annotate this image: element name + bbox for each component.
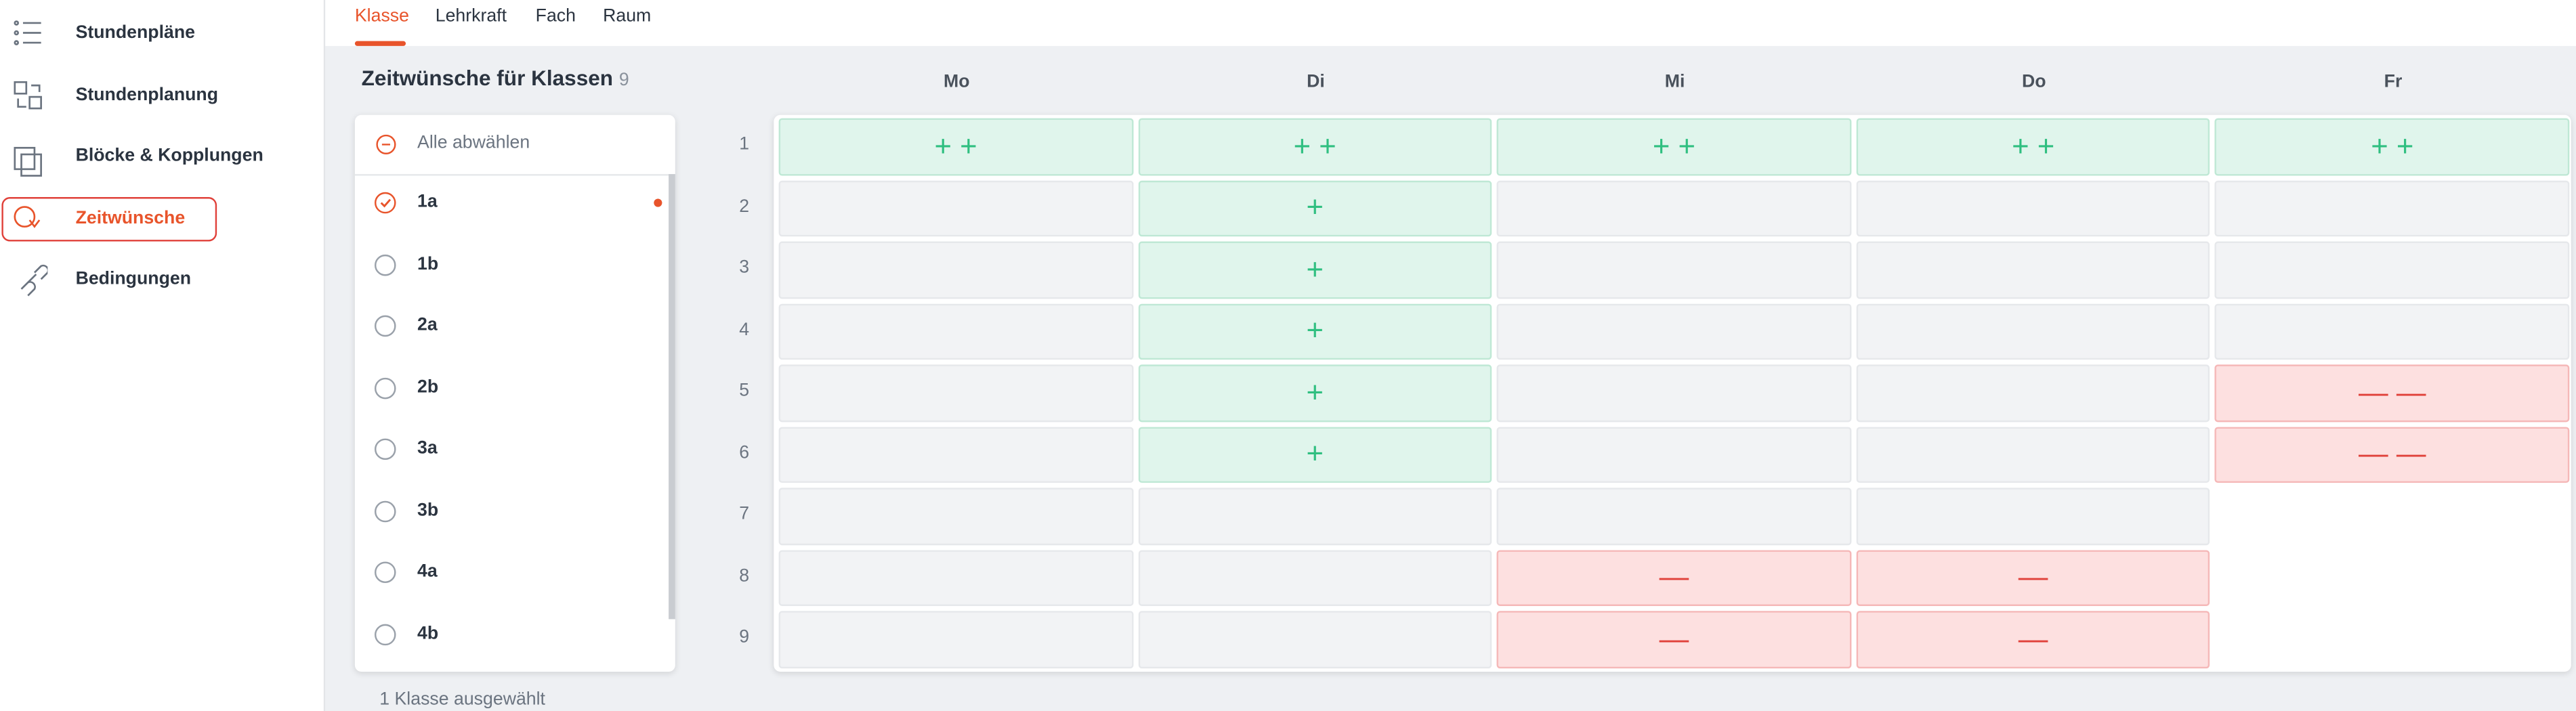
grid-cell[interactable]	[2215, 303, 2570, 360]
period-label: 5	[739, 381, 750, 401]
grid-cell[interactable]	[778, 303, 1133, 360]
nav-item[interactable]: Stundenpläne	[75, 22, 195, 43]
period-label: 2	[739, 196, 750, 216]
nav-item[interactable]: Blöcke & Kopplungen	[75, 146, 263, 166]
class-name[interactable]: 3a	[417, 438, 438, 458]
grid-cell[interactable]	[1496, 303, 1851, 360]
grid-cell[interactable]	[1496, 241, 1851, 299]
grid-cell[interactable]: + +	[778, 118, 1133, 175]
grid-cell[interactable]: + +	[1496, 118, 1851, 175]
scrollbar	[669, 174, 675, 620]
count: 9	[618, 70, 629, 91]
footer: 1 Klasse ausgewählt	[379, 689, 545, 710]
grid-cell[interactable]	[778, 488, 1133, 545]
grid-cell[interactable]: —	[1496, 611, 1851, 668]
class-name[interactable]: 4a	[417, 561, 438, 582]
grid-cell[interactable]	[1137, 488, 1492, 545]
grid-cell[interactable]	[1856, 364, 2211, 422]
radio[interactable]	[374, 438, 396, 460]
grid-cell[interactable]: + +	[1856, 118, 2211, 175]
grid-cell[interactable]	[778, 364, 1133, 422]
grid-cell[interactable]	[778, 611, 1133, 668]
grid-cell[interactable]: +	[1137, 303, 1492, 360]
grid-cell[interactable]: — —	[2215, 426, 2570, 483]
divider	[354, 174, 675, 176]
period-label: 4	[739, 319, 750, 339]
grid-cell[interactable]	[1856, 179, 2211, 237]
title: Zeitwünsche für Klassen	[361, 66, 614, 91]
grid-cell[interactable]: —	[1496, 549, 1851, 606]
class-name[interactable]: 1a	[417, 192, 438, 212]
grid-cell[interactable]	[1856, 426, 2211, 483]
tab[interactable]: Lehrkraft	[435, 6, 507, 26]
day-header: Mo	[944, 72, 970, 92]
grid-cell[interactable]	[778, 241, 1133, 299]
change-dot	[654, 198, 662, 207]
grid-cell[interactable]: —	[1856, 549, 2211, 606]
grid-cell[interactable]	[1496, 364, 1851, 422]
page-title: Zeitwünsche für Klassen 9	[362, 66, 629, 90]
active-highlight	[1, 197, 217, 242]
grid-cell[interactable]	[778, 426, 1133, 483]
class-name[interactable]: 3b	[417, 500, 439, 520]
grid-cell[interactable]: +	[1137, 179, 1492, 237]
grid-cell[interactable]	[778, 179, 1133, 237]
grid-cell[interactable]	[1137, 611, 1492, 668]
radio[interactable]	[374, 561, 396, 584]
grid-cell[interactable]: +	[1137, 241, 1492, 299]
class-name[interactable]: 1b	[417, 253, 439, 274]
nav-item[interactable]: Stundenplanung	[75, 85, 219, 106]
sidebar: Stundenpläne Stundenplanung Blöcke & Koppl…	[0, 0, 326, 711]
nav-icons	[14, 20, 48, 297]
tab-underline	[354, 41, 406, 46]
class-list: Alle abwählen 1a 1b 2a 2b 3a 3b 4a 4b	[354, 114, 675, 672]
tab[interactable]: Raum	[603, 6, 652, 26]
grid-cell[interactable]	[1496, 426, 1851, 483]
grid-cell[interactable]: —	[1856, 611, 2211, 668]
grid-cell[interactable]: +	[1137, 364, 1492, 422]
period-label: 9	[739, 627, 750, 647]
day-header: Do	[2022, 72, 2046, 92]
grid-cell[interactable]	[1856, 303, 2211, 360]
grid-cell[interactable]	[2215, 179, 2570, 237]
period-label: 3	[739, 257, 750, 278]
day-header: Di	[1307, 72, 1325, 92]
radio[interactable]	[374, 192, 396, 214]
grid-cell[interactable]: — —	[2215, 364, 2570, 422]
deselect-icon	[376, 134, 396, 154]
radio[interactable]	[374, 376, 396, 399]
radio[interactable]	[374, 315, 396, 337]
grid-cell[interactable]: +	[1137, 426, 1492, 483]
grid-cell[interactable]	[1856, 241, 2211, 299]
radio[interactable]	[374, 500, 396, 522]
period-label: 1	[739, 134, 750, 154]
grid-cell[interactable]: + +	[1137, 118, 1492, 175]
period-label: 7	[739, 504, 750, 524]
grid-cell[interactable]	[1496, 488, 1851, 545]
tab[interactable]: Fach	[535, 6, 576, 26]
deselect-all[interactable]: Alle abwählen	[417, 133, 530, 153]
day-header: Fr	[2384, 72, 2403, 92]
nav-item[interactable]: Zeitwünsche	[75, 209, 186, 229]
radio[interactable]	[374, 623, 396, 645]
class-name[interactable]: 2b	[417, 376, 439, 397]
radio[interactable]	[374, 253, 396, 276]
class-name[interactable]: 4b	[417, 623, 439, 643]
grid-cell[interactable]	[1137, 549, 1492, 606]
period-label: 8	[739, 565, 750, 586]
grid-cell[interactable]	[1496, 179, 1851, 237]
tab[interactable]: Klasse	[354, 6, 409, 26]
day-header: Mi	[1664, 72, 1685, 92]
grid-cell[interactable]	[1856, 488, 2211, 545]
nav-item[interactable]: Bedingungen	[75, 269, 192, 289]
grid-cell[interactable]	[778, 549, 1133, 606]
tab-bar: Klasse Lehrkraft Fach Raum	[325, 0, 2576, 46]
grid-cell[interactable]: + +	[2215, 118, 2570, 175]
grid-cell[interactable]	[2215, 241, 2570, 299]
period-label: 6	[739, 442, 750, 462]
class-name[interactable]: 2a	[417, 315, 438, 335]
